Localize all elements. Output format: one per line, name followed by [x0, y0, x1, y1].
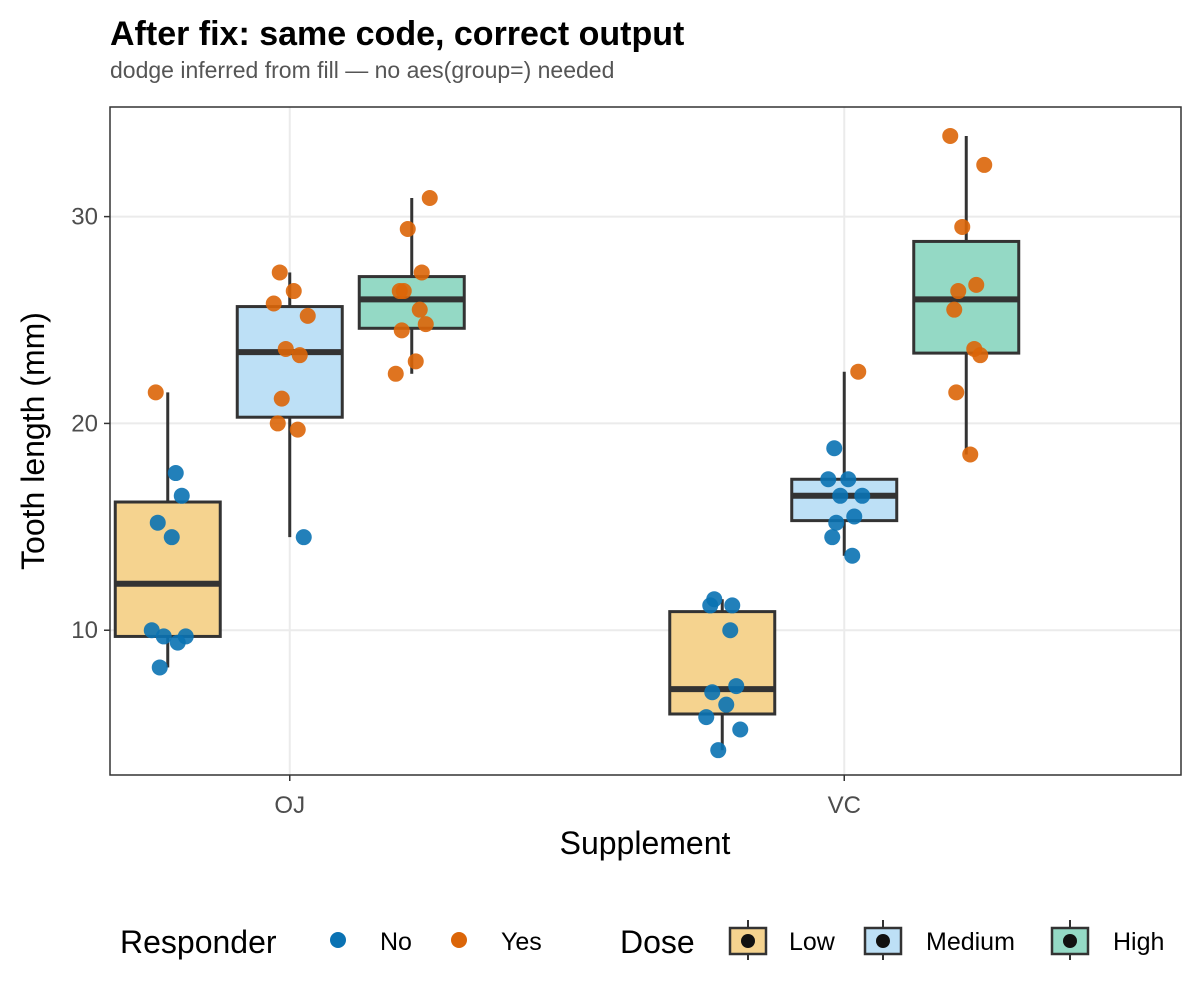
point-oj-low-2: [173, 487, 190, 504]
legend-key-yes: [451, 932, 467, 948]
point-oj-low-3: [149, 514, 166, 531]
point-vc-medium-1: [826, 440, 843, 457]
y-tick-label-30: 30: [71, 204, 98, 231]
x-tick-label-vc: VC: [828, 792, 861, 819]
legend-key-no: [330, 932, 346, 948]
point-oj-medium-4: [277, 340, 294, 357]
point-vc-high-2: [954, 218, 971, 235]
legend-key-low-dot: [741, 934, 755, 948]
point-vc-low-7: [732, 721, 749, 738]
point-vc-low-8: [710, 742, 727, 759]
legend-key-medium-dot: [876, 934, 890, 948]
point-vc-high-3: [968, 276, 985, 293]
point-vc-low-1: [702, 597, 719, 614]
point-vc-high-5: [946, 301, 963, 318]
point-oj-high-0: [421, 189, 438, 206]
point-vc-medium-8: [824, 529, 841, 546]
point-oj-low-5: [143, 622, 160, 639]
plot-panel: [110, 107, 1181, 775]
point-vc-medium-7: [828, 514, 845, 531]
legend-label-medium: Medium: [926, 928, 1015, 956]
point-oj-low-4: [163, 529, 180, 546]
point-vc-high-8: [948, 384, 965, 401]
point-oj-medium-3: [299, 307, 316, 324]
point-vc-medium-0: [850, 363, 867, 380]
legend-title-dose: Dose: [620, 924, 695, 960]
legend-title-responder: Responder: [120, 924, 277, 960]
axes: 10 20 30 OJ VC: [71, 204, 861, 819]
y-tick-label-20: 20: [71, 410, 98, 437]
point-vc-low-5: [718, 696, 735, 713]
legend-label-no: No: [380, 928, 412, 956]
point-vc-medium-2: [840, 471, 857, 488]
point-oj-low-9: [151, 659, 168, 676]
point-oj-medium-7: [269, 415, 286, 432]
y-axis-title: Tooth length (mm): [15, 312, 51, 570]
point-oj-low-0: [147, 384, 164, 401]
point-vc-high-0: [942, 127, 959, 144]
point-oj-high-1: [399, 221, 416, 238]
point-vc-low-9: [724, 597, 741, 614]
point-oj-medium-0: [271, 264, 288, 281]
point-oj-high-5: [411, 301, 428, 318]
point-oj-medium-2: [265, 295, 282, 312]
point-vc-medium-6: [846, 508, 863, 525]
plot-panel-border: [109, 106, 1182, 776]
point-oj-medium-5: [291, 347, 308, 364]
box-oj-medium: [235, 305, 344, 419]
point-vc-medium-4: [854, 487, 871, 504]
point-vc-medium-5: [832, 487, 849, 504]
legend-label-low: Low: [789, 928, 836, 956]
point-oj-low-7: [155, 628, 172, 645]
point-vc-medium-9: [844, 547, 861, 564]
point-vc-low-4: [704, 684, 721, 701]
point-vc-high-4: [950, 283, 967, 300]
legend: Responder No Yes Dose Low Medium High: [120, 920, 1164, 960]
point-vc-low-2: [722, 622, 739, 639]
point-oj-low-8: [169, 634, 186, 651]
box-oj-high: [357, 275, 466, 330]
point-oj-high-6: [417, 316, 434, 333]
point-vc-low-3: [728, 678, 745, 695]
legend-label-high: High: [1113, 928, 1164, 956]
x-tick-label-oj: OJ: [274, 792, 305, 819]
point-oj-medium-1: [285, 283, 302, 300]
jitter-points: [143, 127, 993, 759]
chart-subtitle: dodge inferred from fill — no aes(group=…: [110, 57, 614, 83]
box-oj-low: [113, 500, 222, 638]
point-vc-low-6: [698, 709, 715, 726]
legend-key-high-dot: [1063, 934, 1077, 948]
point-vc-high-7: [972, 347, 989, 364]
point-vc-high-9: [962, 446, 979, 463]
box-vc-low: [668, 610, 777, 716]
point-vc-high-1: [976, 156, 993, 173]
y-tick-label-10: 10: [71, 617, 98, 644]
point-oj-low-1: [167, 465, 184, 482]
point-oj-medium-6: [273, 390, 290, 407]
point-oj-medium-9: [295, 529, 312, 546]
point-oj-high-4: [391, 283, 408, 300]
point-oj-medium-8: [289, 421, 306, 438]
point-vc-medium-3: [820, 471, 837, 488]
legend-label-yes: Yes: [501, 928, 542, 956]
point-oj-high-2: [413, 264, 430, 281]
chart-title: After fix: same code, correct output: [110, 15, 684, 53]
x-axis-title: Supplement: [560, 825, 731, 861]
point-oj-high-7: [393, 322, 410, 339]
point-oj-high-9: [387, 365, 404, 382]
point-oj-high-8: [407, 353, 424, 370]
